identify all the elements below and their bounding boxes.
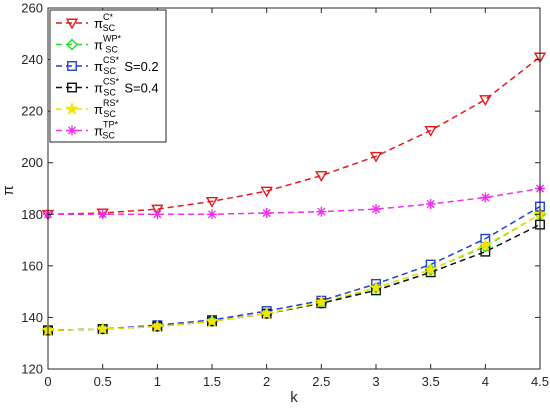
y-tick-label: 220 [21,104,43,119]
data-point [315,171,328,183]
data-point [480,192,491,203]
legend-item-4: πCS* SC S=0.4 [56,77,159,98]
y-axis-label: π [0,185,17,195]
legend-item-5: πRS* SC [56,98,119,119]
data-point [66,38,78,51]
series-line [47,213,541,332]
data-point [260,186,273,198]
legend-item-6: πTP* SC [56,120,118,141]
x-tick-label: 0 [44,374,51,389]
data-point [425,198,436,209]
x-tick-label: 4 [482,374,489,389]
data-point [423,262,438,276]
x-axis-label: k [290,389,298,406]
data-point [369,151,383,163]
y-tick-label: 160 [21,258,43,273]
axes-frame [47,7,541,370]
legend-label: πTP* SC [94,120,118,141]
data-point [479,95,492,106]
y-tick-label: 200 [21,155,43,170]
data-point [67,125,77,136]
data-point [150,319,165,333]
data-point [261,207,272,218]
legend-label: πCS* SC S=0.2 [94,55,159,76]
x-tick-label: 2 [263,374,270,389]
y-tick-label: 180 [21,207,43,222]
series-6 [43,183,545,220]
y-tick-label: 140 [21,310,43,325]
legend-label: πRS* SC [94,98,119,119]
data-point [205,196,219,208]
data-point [314,294,329,308]
legend-item-1: πC* SC [56,12,116,33]
x-tick-label: 1 [154,374,161,389]
data-point [97,209,108,220]
x-tick-label: 3.5 [422,374,440,389]
x-tick-label: 1.5 [203,374,221,389]
x-tick-label: 4.5 [531,374,549,389]
legend-item-2: πWP* SC [56,34,121,55]
x-tick-label: 3 [372,374,379,389]
data-point [67,82,77,93]
x-tick-label: 0.5 [94,374,112,389]
y-tick-label: 120 [21,362,43,377]
legend-box [49,9,167,143]
data-point [65,18,79,30]
legend-label: πC* SC [94,12,116,33]
series-line [48,187,541,216]
data-point [424,126,437,137]
legend-label: πWP* SC [94,34,121,55]
data-point [259,306,274,320]
data-point [205,314,219,328]
data-point [152,209,163,220]
data-point [369,280,383,294]
data-point [65,101,79,115]
data-point [478,238,493,252]
y-tick-label: 240 [21,52,43,67]
data-point [316,206,327,217]
data-point [207,209,217,220]
data-point [371,204,381,215]
y-tick-label: 260 [21,1,43,16]
data-point [95,321,110,335]
series-line [47,56,541,216]
data-point [67,61,77,71]
legend-item-3: πCS* SC S=0.2 [56,55,159,76]
legend-label: πCS* SC S=0.4 [94,77,159,98]
data-point [151,204,164,216]
x-tick-label: 2.5 [312,374,330,389]
